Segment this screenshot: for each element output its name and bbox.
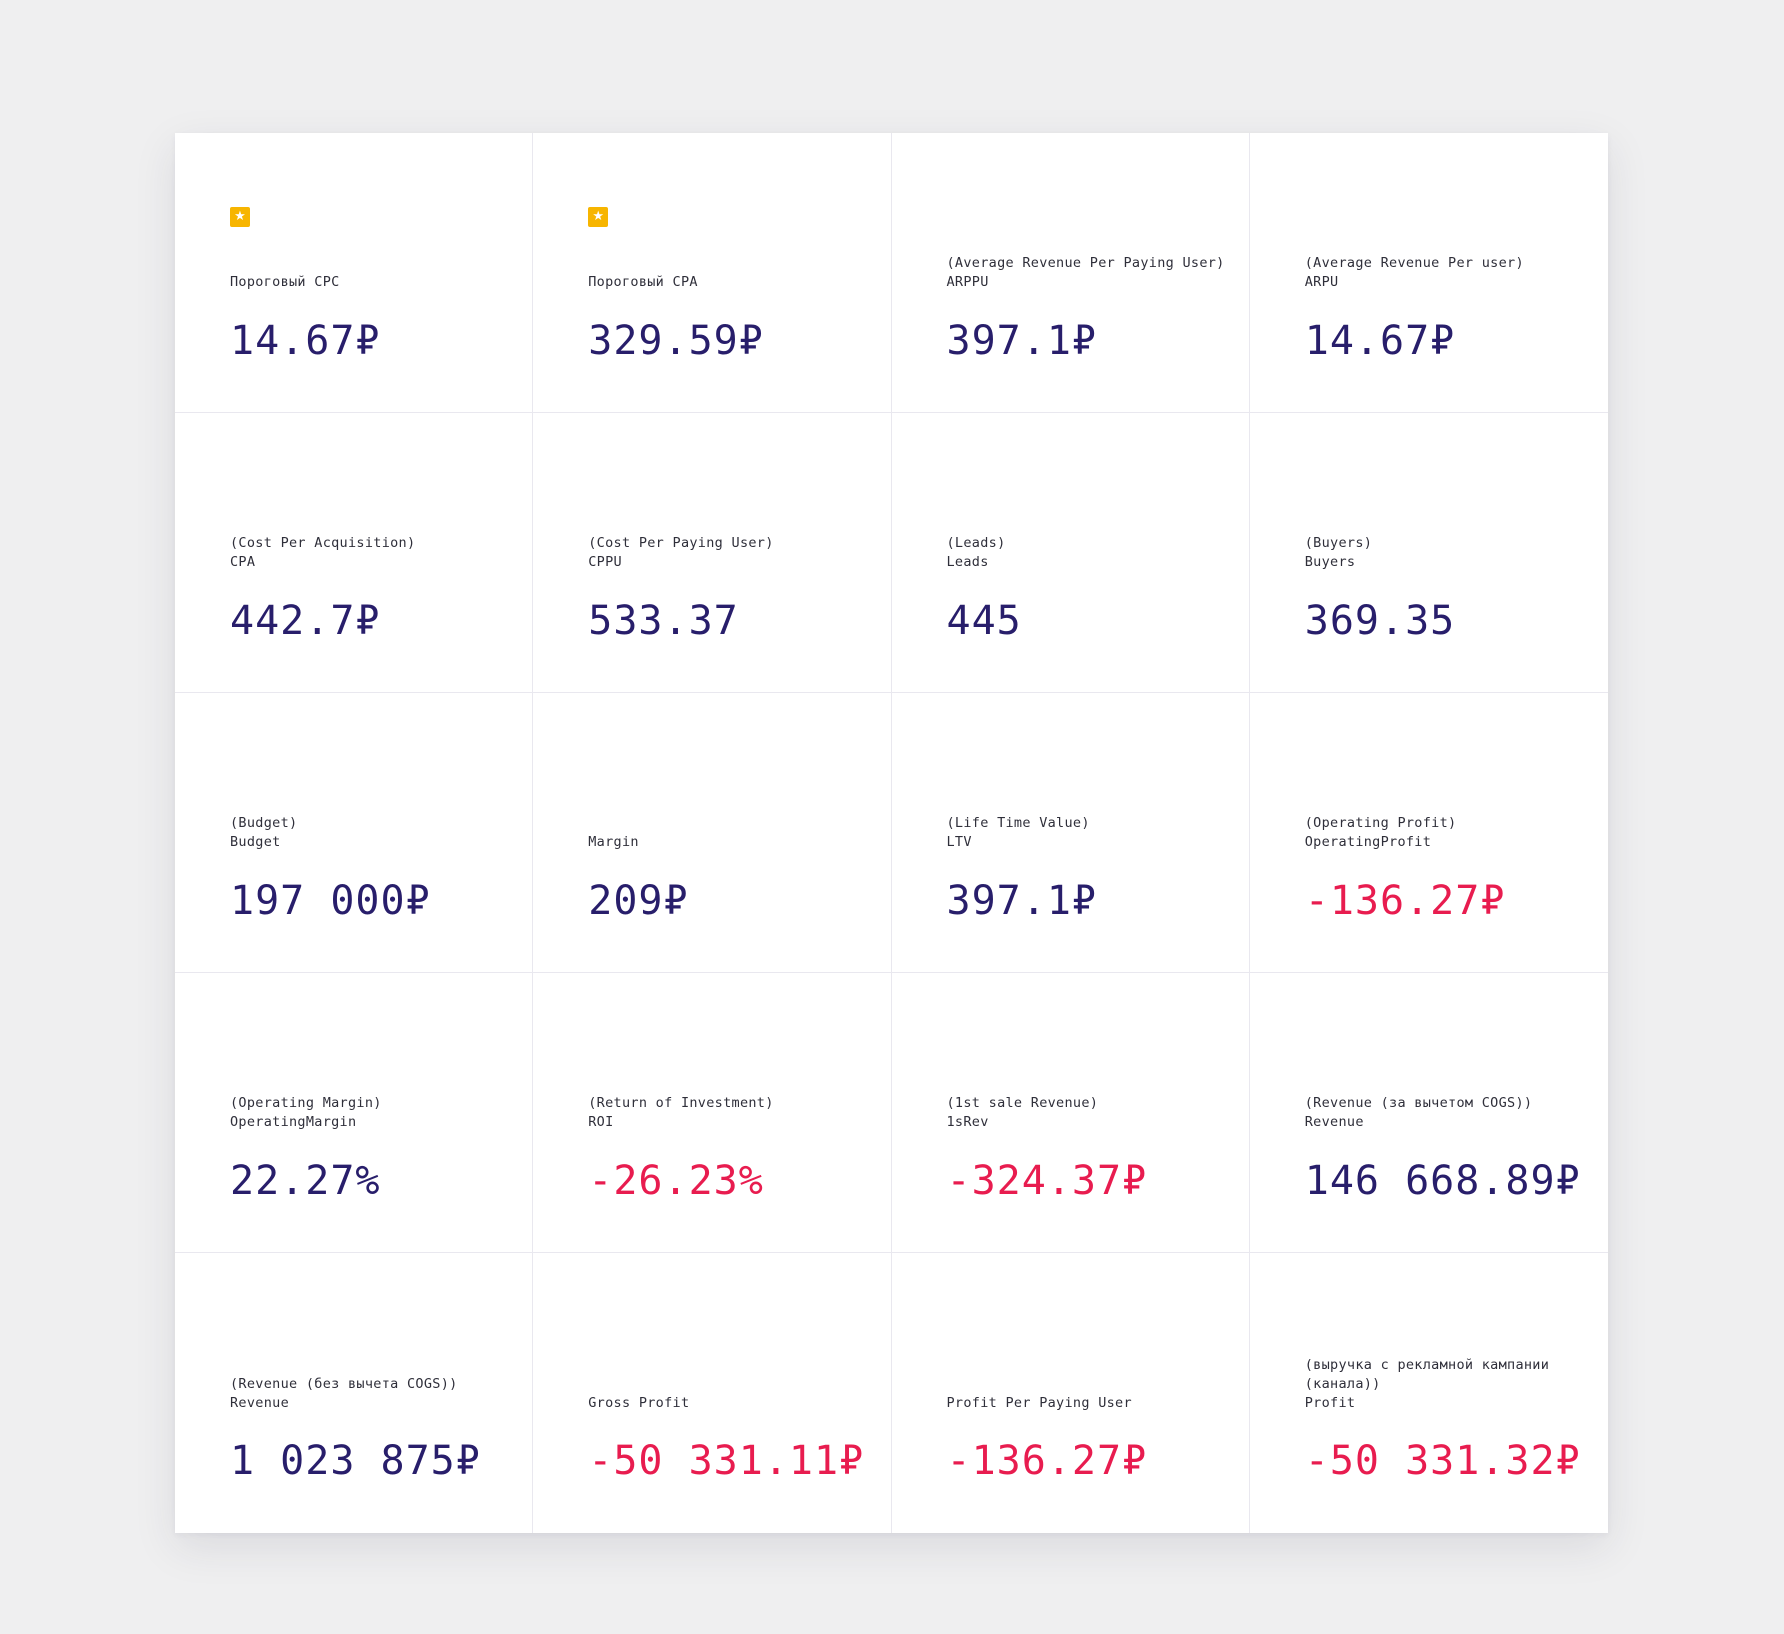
metric-value: 533.37 (588, 598, 739, 644)
metric-card: (выручка с рекламной кампании (канала)) P… (1250, 1253, 1608, 1533)
metric-label: Budget (230, 834, 281, 850)
metric-subtitle: (Revenue (без вычета COGS)) (230, 1376, 458, 1392)
metric-subtitle: (Revenue (за вычетом COGS)) (1304, 1095, 1533, 1111)
metric-label: LTV (946, 834, 972, 850)
metric-labels: Gross Profit (588, 1394, 870, 1413)
metric-card: (Buyers) Buyers 369.35 (1249, 413, 1608, 693)
metric-card: (Average Revenue Per Paying User) ARPPU 39… (891, 133, 1250, 413)
metrics-grid: ★ Пороговый CPC 14.67₽ ★ Пороговый CPA 329.59… (175, 133, 1608, 1533)
metric-subtitle: (Life Time Value) (946, 815, 1090, 831)
metric-labels: Пороговый CPC (230, 273, 512, 292)
metric-value: 397.1₽ (946, 318, 1097, 364)
metric-value: 197 000₽ (230, 878, 431, 924)
metric-labels: Margin (588, 833, 870, 852)
metric-label: Profit Per Paying User (946, 1395, 1132, 1411)
metric-card: Margin 209₽ (533, 693, 892, 973)
metric-card: (Budget) Budget 197 000₽ (175, 693, 534, 973)
metric-label: Profit (1304, 1395, 1356, 1411)
metric-card: (Return of Investment) ROI -26.23% (533, 973, 892, 1253)
metric-card: (1st sale Revenue) 1sRev -324.37₽ (891, 973, 1250, 1253)
metric-labels: (Cost Per Acquisition) CPA (230, 534, 512, 572)
metric-label: CPA (230, 554, 256, 570)
metric-value: 14.67₽ (1304, 318, 1456, 364)
metric-value: -136.27₽ (946, 1438, 1148, 1484)
metric-subtitle: (Average Revenue Per Paying User) (946, 255, 1225, 271)
metric-card: Gross Profit -50 331.11₽ (533, 1253, 892, 1533)
metric-card: (Operating Margin) OperatingMargin 22.27% (175, 973, 534, 1253)
metric-labels: (Return of Investment) ROI (588, 1094, 870, 1132)
metric-subtitle: (Cost Per Paying User) (588, 535, 774, 551)
metric-value: 442.7₽ (230, 598, 381, 644)
metric-label: Gross Profit (588, 1395, 690, 1411)
metric-card: (Average Revenue Per user) ARPU 14.67₽ (1249, 133, 1608, 413)
metric-value: 22.27% (230, 1158, 381, 1204)
metric-label: CPPU (588, 554, 622, 570)
metric-labels: (Revenue (без вычета COGS)) Revenue (230, 1375, 512, 1413)
metric-labels: (Leads) Leads (947, 534, 1229, 572)
metric-label: OperatingMargin (230, 1114, 357, 1130)
metric-card: (Operating Profit) OperatingProfit -136.27… (1249, 693, 1608, 973)
metric-subtitle: (выручка с рекламной кампании (канала)) (1304, 1357, 1550, 1392)
metric-label: Пороговый CPA (588, 274, 698, 290)
metric-label: ARPU (1304, 274, 1339, 290)
metric-labels: (выручка с рекламной кампании (канала)) P… (1305, 1356, 1588, 1413)
metric-card: (Revenue (за вычетом COGS)) Revenue 146 66… (1249, 973, 1608, 1253)
metric-labels: (Life Time Value) LTV (947, 814, 1229, 852)
metric-card: (Life Time Value) LTV 397.1₽ (891, 693, 1250, 973)
metric-label: 1sRev (946, 1114, 989, 1130)
metric-card: (Cost Per Acquisition) CPA 442.7₽ (175, 413, 534, 693)
metric-labels: Profit Per Paying User (947, 1394, 1229, 1413)
metric-value: 445 (946, 598, 1022, 644)
metric-subtitle: (Budget) (230, 815, 298, 831)
metric-labels: (Average Revenue Per Paying User) ARPPU (947, 254, 1229, 292)
metric-value: -324.37₽ (946, 1158, 1148, 1204)
metric-value: 329.59₽ (588, 318, 764, 364)
metric-label: OperatingProfit (1304, 834, 1432, 850)
metric-labels: (Revenue (за вычетом COGS)) Revenue (1305, 1094, 1588, 1132)
metric-card: (Cost Per Paying User) CPPU 533.37 (533, 413, 892, 693)
metric-label: Buyers (1304, 554, 1356, 570)
metric-card: (Leads) Leads 445 (891, 413, 1250, 693)
metric-subtitle: (1st sale Revenue) (946, 1095, 1099, 1111)
metric-value: 397.1₽ (946, 878, 1097, 924)
metric-label: Revenue (1304, 1114, 1364, 1130)
metric-value: 209₽ (588, 878, 689, 924)
metric-value: 146 668.89₽ (1304, 1158, 1581, 1204)
metric-value: -26.23% (588, 1158, 764, 1204)
metric-value: 14.67₽ (230, 318, 381, 364)
metric-labels: (Cost Per Paying User) CPPU (588, 534, 870, 572)
metric-subtitle: (Average Revenue Per user) (1304, 255, 1524, 271)
metric-card: (Revenue (без вычета COGS)) Revenue 1 023 … (175, 1253, 534, 1533)
metric-labels: (Operating Margin) OperatingMargin (230, 1094, 512, 1132)
metric-label: Пороговый CPC (230, 274, 340, 290)
metric-label: Leads (946, 554, 989, 570)
metric-subtitle: (Return of Investment) (588, 1095, 774, 1111)
metric-labels: (Buyers) Buyers (1305, 534, 1588, 572)
metric-value: 369.35 (1304, 598, 1456, 644)
metric-value: 1 023 875₽ (230, 1438, 481, 1484)
metric-value: -136.27₽ (1304, 878, 1506, 924)
metric-card: ★ Пороговый CPA 329.59₽ (533, 133, 892, 413)
star-icon[interactable]: ★ (230, 207, 250, 227)
metric-label: ROI (588, 1114, 614, 1130)
metric-value: -50 331.32₽ (1304, 1438, 1581, 1484)
metric-card: Profit Per Paying User -136.27₽ (892, 1253, 1250, 1533)
metric-label: Margin (588, 834, 639, 850)
metric-labels: (1st sale Revenue) 1sRev (947, 1094, 1229, 1132)
metric-subtitle: (Operating Margin) (230, 1095, 382, 1111)
metric-subtitle: (Operating Profit) (1304, 815, 1457, 831)
metric-labels: Пороговый CPA (588, 273, 870, 292)
metric-labels: (Operating Profit) OperatingProfit (1305, 814, 1588, 852)
metric-subtitle: (Buyers) (1304, 535, 1373, 551)
metric-card: ★ Пороговый CPC 14.67₽ (175, 133, 534, 413)
metric-value: -50 331.11₽ (588, 1438, 865, 1484)
metric-subtitle: (Cost Per Acquisition) (230, 535, 416, 551)
metric-label: Revenue (230, 1395, 289, 1411)
metric-subtitle: (Leads) (946, 535, 1006, 551)
star-icon[interactable]: ★ (588, 207, 609, 227)
metric-labels: (Budget) Budget (230, 814, 512, 852)
metric-labels: (Average Revenue Per user) ARPU (1305, 254, 1588, 292)
metric-label: ARPPU (946, 274, 989, 290)
